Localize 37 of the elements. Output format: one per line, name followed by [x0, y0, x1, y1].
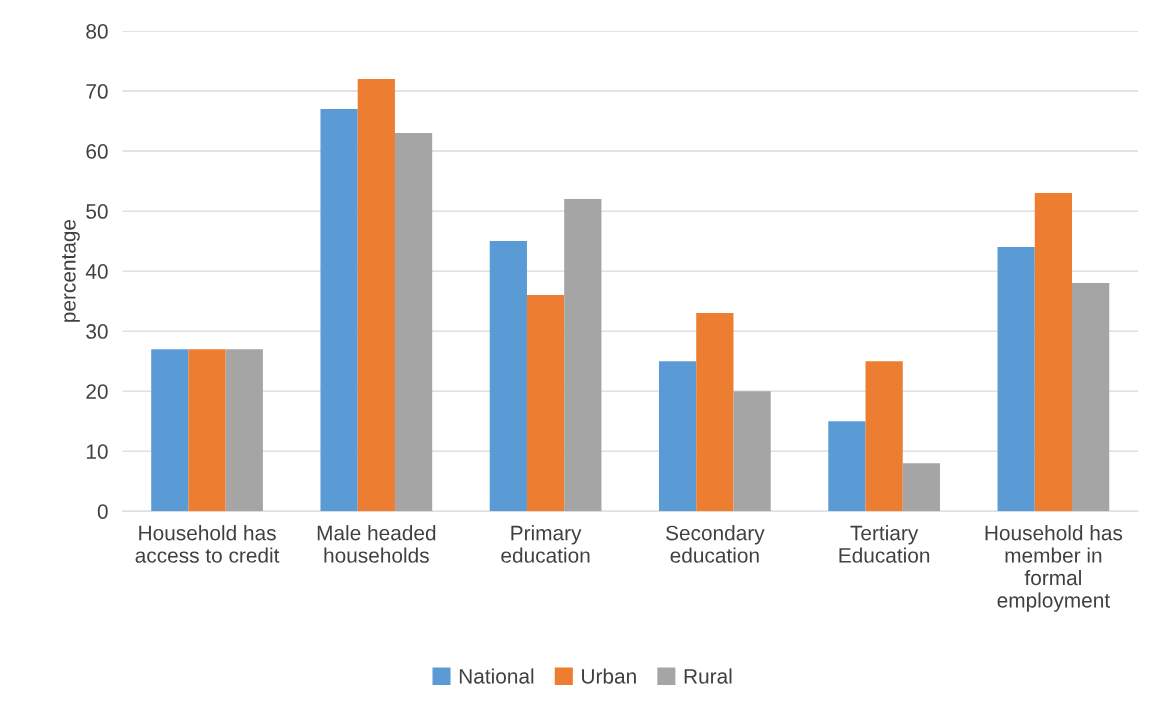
bar [225, 349, 263, 512]
x-tick-label: Male headed households [317, 525, 436, 563]
y-tick-label: 70 [86, 84, 108, 99]
x-tick-label: Household has member in formal employment [985, 525, 1123, 612]
bar [564, 199, 602, 512]
bar [902, 463, 940, 512]
bar [151, 349, 189, 512]
bar [489, 241, 527, 512]
y-tick-label: 0 [97, 504, 108, 519]
x-tick-label: Secondary education [666, 525, 765, 563]
legend-label: Urban [582, 668, 636, 684]
bar [696, 313, 734, 512]
y-tick-label: 30 [86, 324, 108, 339]
bar [659, 361, 697, 512]
bar [526, 295, 565, 512]
bar [394, 133, 433, 512]
bar [188, 349, 226, 512]
bar [733, 391, 771, 512]
y-tick-label: 60 [86, 144, 108, 159]
y-axis-title: percentage [62, 219, 80, 322]
bar [865, 361, 903, 512]
legend-label: National [459, 668, 534, 684]
bar [997, 247, 1035, 512]
x-tick-label: Household has access to credit [135, 525, 280, 563]
y-tick-label: 50 [86, 204, 108, 219]
y-tick-label: 20 [86, 384, 108, 399]
bar [828, 421, 866, 512]
bar [1072, 283, 1110, 512]
y-tick-label: 80 [86, 24, 108, 39]
legend-label: Rural [684, 668, 732, 684]
y-tick-label: 10 [86, 444, 108, 459]
bar [1034, 193, 1072, 512]
bar [320, 109, 358, 512]
x-tick-label: Tertiary Education [839, 525, 930, 563]
y-tick-label: 40 [85, 264, 108, 279]
bar [357, 79, 395, 512]
x-tick-label: Primary education [501, 525, 590, 563]
